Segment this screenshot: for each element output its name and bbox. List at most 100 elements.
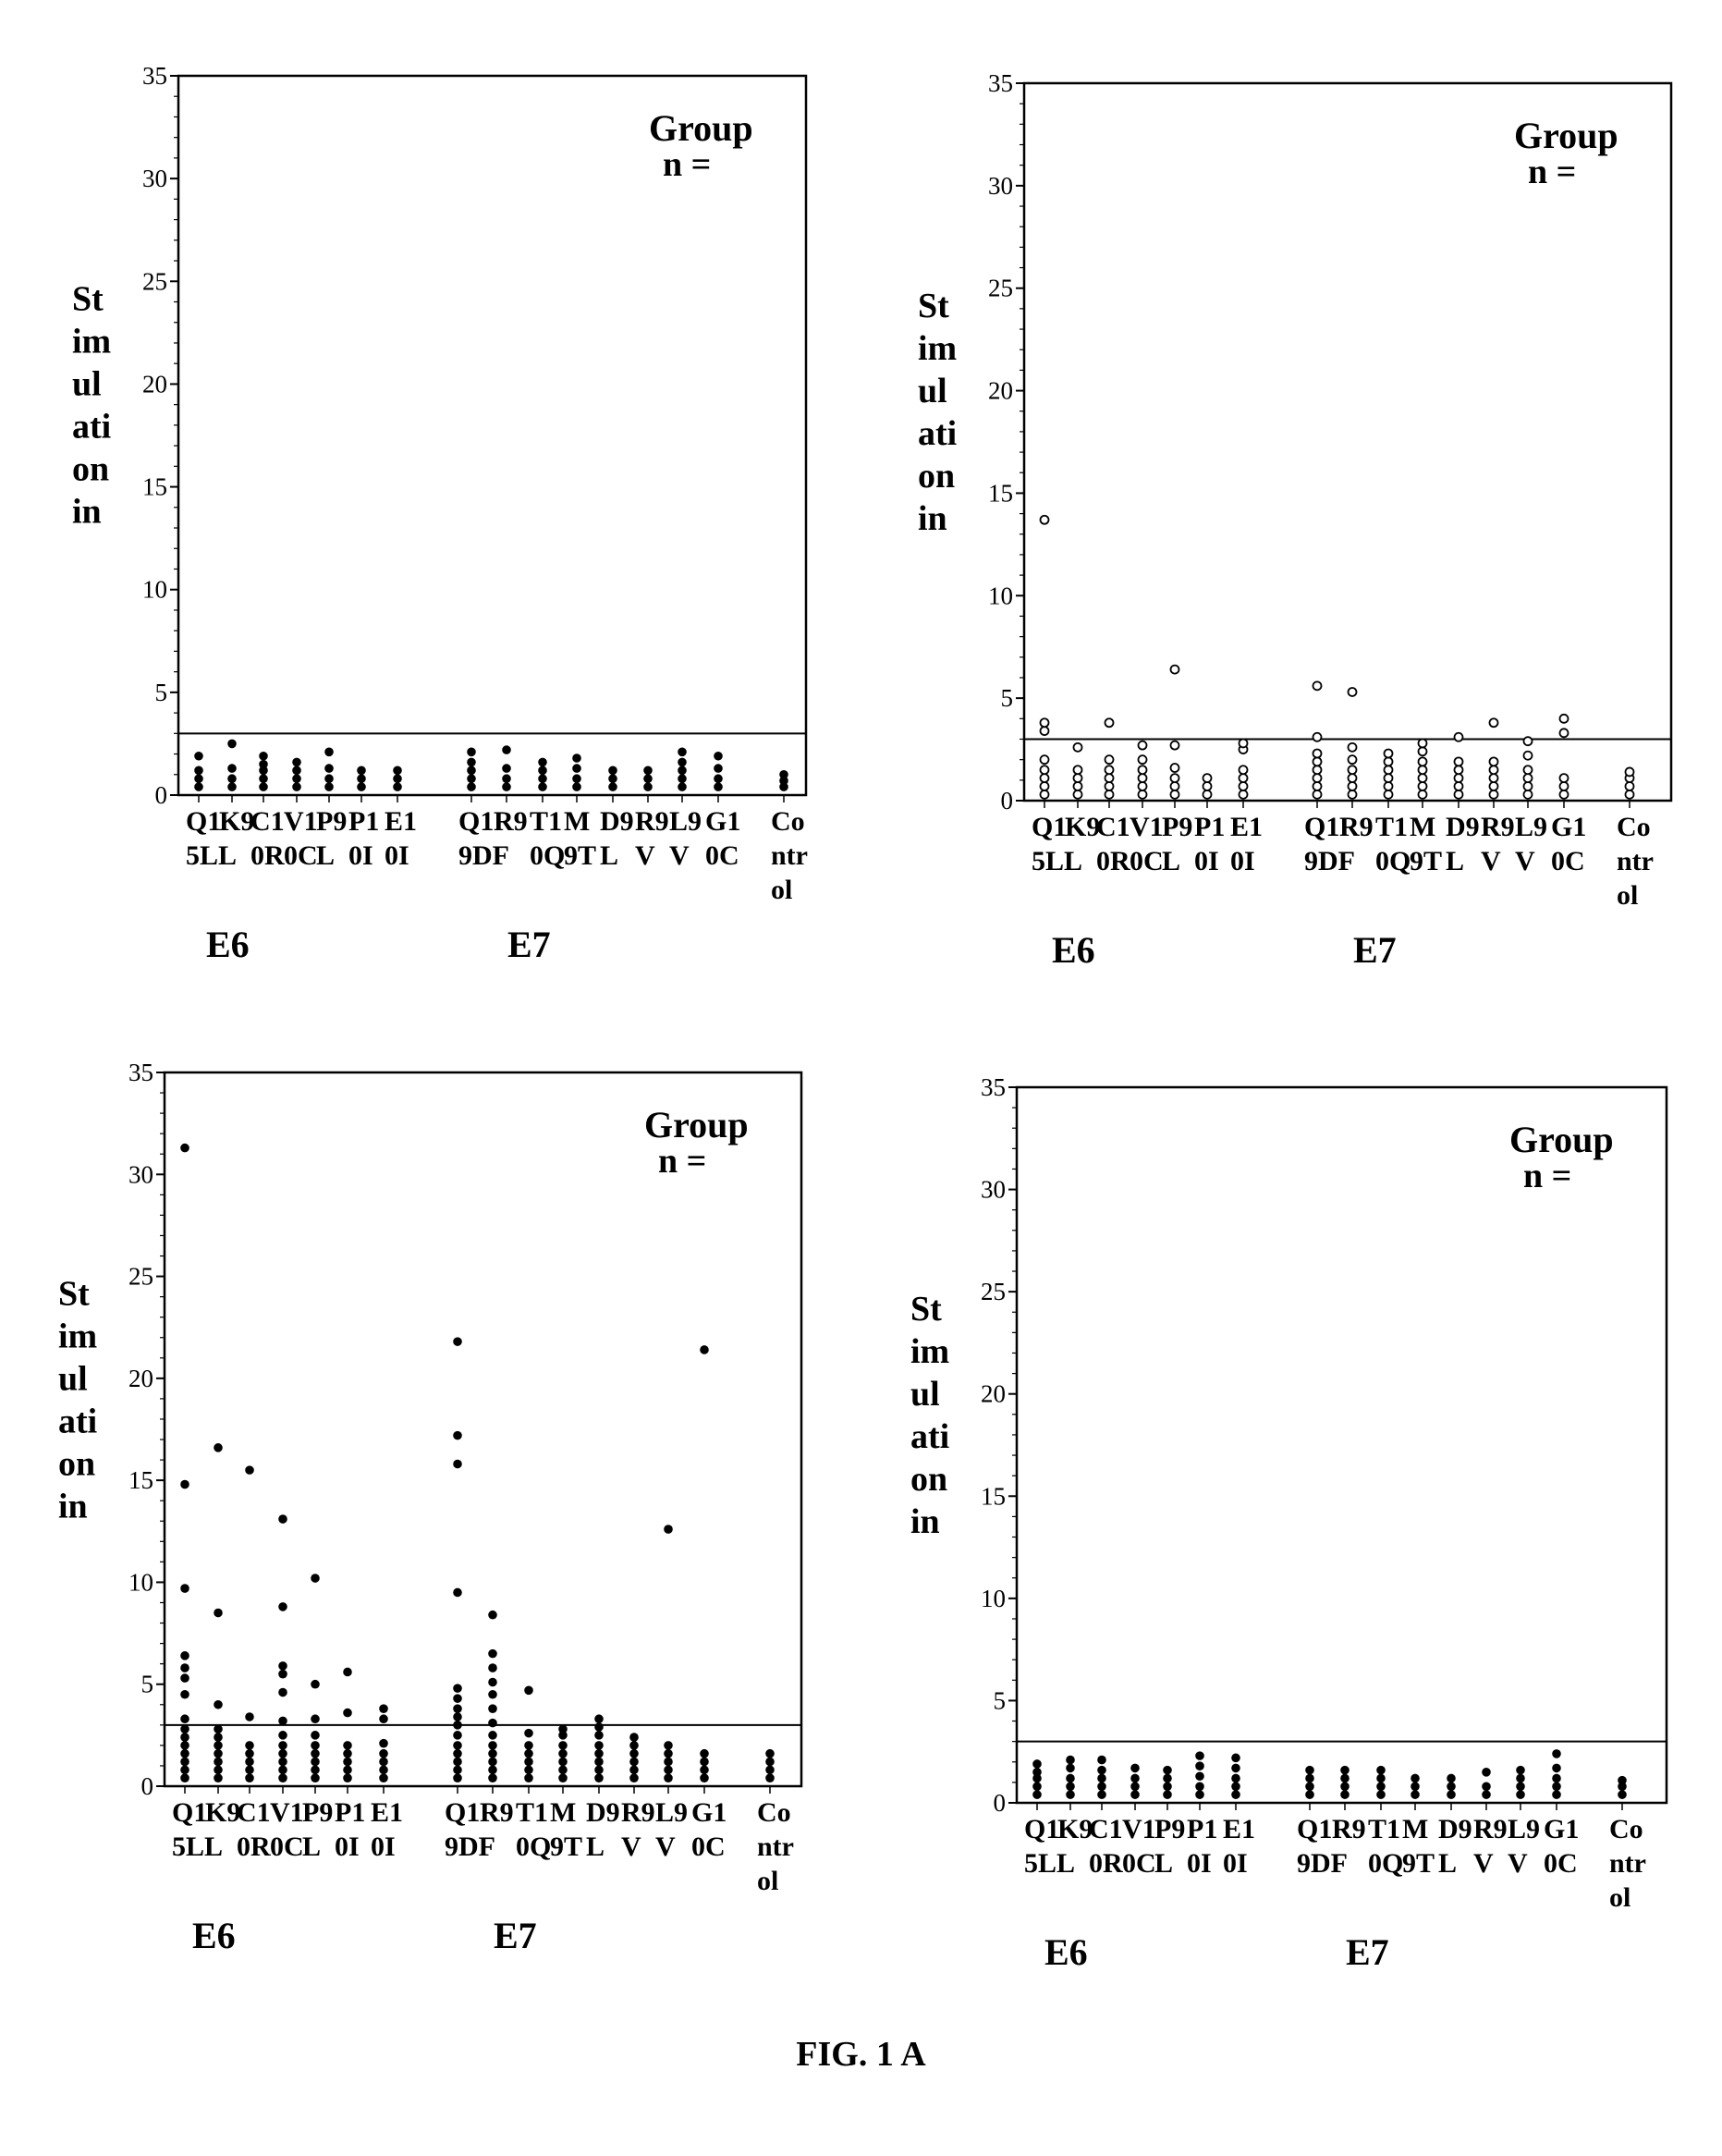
- y-tick-label: 5: [1001, 684, 1014, 712]
- data-point: [488, 1719, 497, 1728]
- data-point: [1313, 681, 1322, 690]
- data-point: [278, 1602, 287, 1611]
- data-point: [1231, 1782, 1240, 1792]
- data-point: [538, 766, 547, 776]
- data-point: [524, 1686, 533, 1696]
- data-point: [1171, 774, 1179, 782]
- data-point: [1041, 774, 1049, 782]
- n-label: n =: [1528, 153, 1576, 191]
- y-tick-label: 0: [994, 1789, 1007, 1817]
- x-tick-label: E1: [1230, 812, 1263, 842]
- data-point: [1340, 1774, 1350, 1783]
- data-point: [379, 1704, 388, 1713]
- y-axis-label-line: ul: [910, 1375, 940, 1414]
- data-point: [714, 782, 723, 791]
- data-point: [227, 740, 237, 749]
- n-label: n =: [663, 145, 711, 184]
- data-point: [1240, 766, 1248, 774]
- x-tick-label: Q1: [1032, 812, 1067, 842]
- data-point: [664, 1773, 673, 1782]
- y-tick-label: 5: [994, 1686, 1007, 1714]
- data-point: [678, 766, 687, 776]
- x-tick-label: Q1: [458, 806, 494, 837]
- data-point: [643, 774, 653, 783]
- x-tick-label: L9: [655, 1797, 688, 1828]
- y-tick-label: 0: [155, 781, 168, 809]
- data-point: [1305, 1790, 1314, 1799]
- data-point: [1385, 782, 1393, 790]
- n-label: n =: [1523, 1157, 1571, 1195]
- data-point: [1130, 1774, 1140, 1783]
- data-point: [278, 1688, 287, 1697]
- data-point: [180, 1741, 189, 1750]
- data-point: [1195, 1751, 1204, 1760]
- data-point: [1455, 757, 1463, 766]
- data-point: [1455, 790, 1463, 799]
- x-tick-label: L: [1446, 846, 1464, 876]
- data-point: [524, 1749, 533, 1758]
- data-point: [1240, 790, 1248, 799]
- data-point: [594, 1722, 604, 1732]
- data-point: [700, 1766, 709, 1775]
- data-point: [1516, 1774, 1525, 1783]
- data-point: [1139, 774, 1147, 782]
- x-tick-label: 5LL: [172, 1831, 223, 1862]
- data-point: [1066, 1774, 1075, 1783]
- data-point: [1313, 733, 1322, 741]
- y-tick-label: 15: [128, 1466, 153, 1494]
- e7-label: E7: [507, 924, 551, 965]
- x-tick-label: 9T: [1410, 846, 1442, 876]
- x-tick-label: Q1: [1304, 812, 1339, 842]
- data-point: [594, 1741, 604, 1750]
- data-point: [180, 1673, 189, 1683]
- data-point: [1524, 737, 1533, 745]
- data-point: [1411, 1790, 1420, 1799]
- data-point: [1349, 774, 1357, 782]
- data-point: [214, 1609, 223, 1618]
- x-tick-label: ntr: [1609, 1848, 1646, 1879]
- data-point: [214, 1443, 223, 1452]
- data-point: [214, 1766, 223, 1775]
- data-point: [1163, 1782, 1172, 1792]
- data-point: [488, 1704, 497, 1713]
- x-tick-label: V: [1515, 846, 1535, 876]
- y-tick-label: 0: [141, 1772, 154, 1800]
- y-tick-label: 25: [981, 1278, 1006, 1305]
- data-point: [467, 748, 476, 757]
- x-tick-label: Q1: [1024, 1814, 1059, 1844]
- e7-label: E7: [1346, 1931, 1389, 1973]
- x-tick-label: 5LL: [1024, 1848, 1075, 1879]
- data-point: [594, 1758, 604, 1767]
- data-point: [1305, 1774, 1314, 1783]
- data-point: [1032, 1768, 1042, 1777]
- data-point: [502, 745, 511, 754]
- x-tick-label: V1: [284, 806, 318, 837]
- data-point: [1349, 755, 1357, 764]
- data-point: [700, 1345, 709, 1354]
- data-point: [278, 1749, 287, 1758]
- data-point: [1074, 790, 1082, 799]
- data-point: [1105, 766, 1114, 774]
- data-point: [1376, 1774, 1386, 1783]
- data-point: [180, 1724, 189, 1733]
- data-point: [1305, 1766, 1314, 1775]
- data-point: [180, 1663, 189, 1672]
- data-point: [1455, 774, 1463, 782]
- chart-panel-top-right: 05101520253035StimulationinGroupn =Q15LL…: [918, 69, 1671, 971]
- y-tick-label: 10: [128, 1568, 153, 1596]
- x-tick-label: 0I: [385, 840, 409, 871]
- data-point: [453, 1731, 462, 1740]
- data-point: [180, 1758, 189, 1767]
- x-tick-label: Co: [1617, 812, 1651, 842]
- data-point: [1105, 755, 1114, 764]
- data-point: [194, 782, 203, 791]
- x-tick-label: K9: [1065, 812, 1100, 842]
- data-point: [278, 1773, 287, 1782]
- data-point: [194, 774, 203, 783]
- data-point: [1524, 782, 1533, 790]
- data-point: [379, 1749, 388, 1758]
- data-point: [572, 782, 581, 791]
- y-tick-label: 25: [128, 1263, 153, 1291]
- data-point: [214, 1741, 223, 1750]
